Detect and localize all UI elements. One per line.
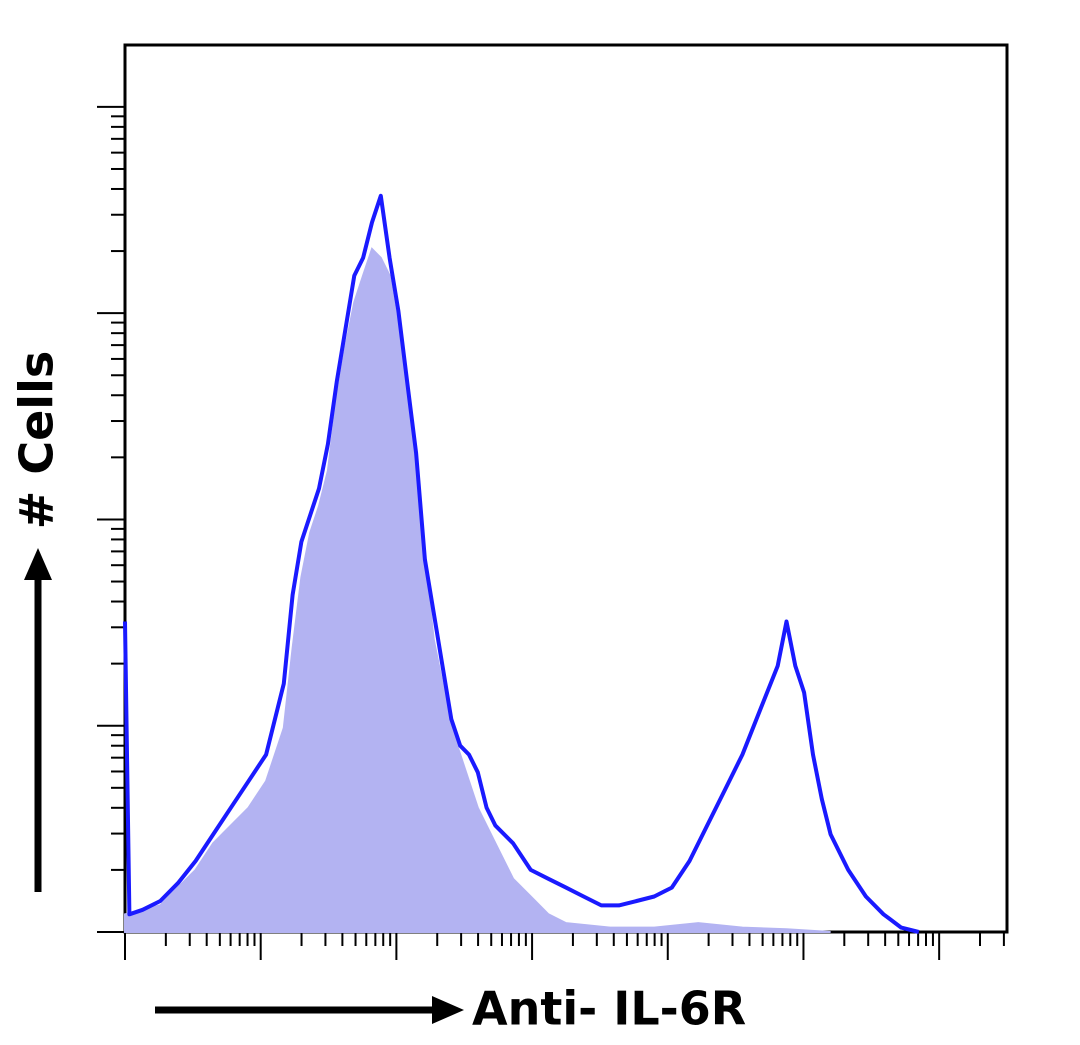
filled-histogram xyxy=(124,247,831,933)
y-arrowhead xyxy=(24,548,52,580)
y-axis-label: # Cells xyxy=(10,351,64,529)
x-arrowhead xyxy=(432,996,464,1024)
outline-histogram xyxy=(123,193,920,934)
x-axis-label: Anti- IL-6R xyxy=(472,982,746,1036)
